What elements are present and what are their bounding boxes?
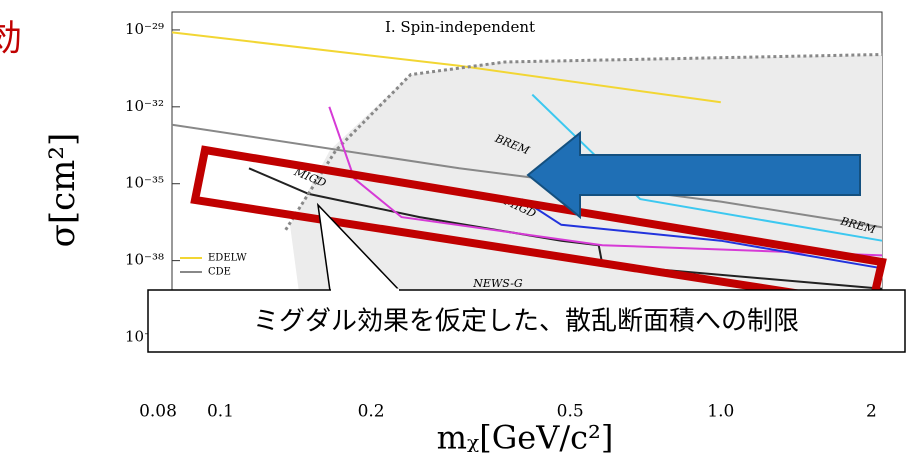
y-tick-label: 10⁻³⁸ <box>125 251 164 269</box>
x-tick-label: 0.5 <box>557 402 584 422</box>
y-tick-label: 10⁻³² <box>125 97 164 115</box>
x-tick-label: 0.1 <box>207 402 234 422</box>
legend-label: EDELW <box>208 253 247 264</box>
y-tick-label: 10⁻³⁵ <box>125 174 164 192</box>
series-line <box>171 31 721 104</box>
y-axis-label: σ[cm²] <box>43 133 83 248</box>
series-line <box>328 106 883 257</box>
callout-text: ミグダル効果を仮定した、散乱断面積への制限 <box>253 307 799 337</box>
heading-fragment: 効 <box>0 18 22 59</box>
series-line <box>284 53 883 231</box>
x-tick-label: 1.0 <box>707 402 734 422</box>
chart-title: I. Spin-independent <box>385 18 535 36</box>
x-tick-label: 0.08 <box>139 402 177 422</box>
annotation: NEWS-G <box>472 277 523 290</box>
x-tick-label: 0.2 <box>358 402 385 422</box>
y-tick-label: 10⁻²⁹ <box>125 20 164 38</box>
callout-box <box>147 289 906 353</box>
series-line <box>531 93 883 242</box>
x-axis-label: mᵪ[GeV/c²] <box>437 419 614 457</box>
arrow <box>526 130 861 220</box>
legend-label: CDE <box>208 267 231 278</box>
x-tick-label: 2 <box>866 402 877 422</box>
overlay: ミグダル効果を仮定した、散乱断面積への制限 <box>147 130 906 353</box>
series-line <box>521 198 883 270</box>
